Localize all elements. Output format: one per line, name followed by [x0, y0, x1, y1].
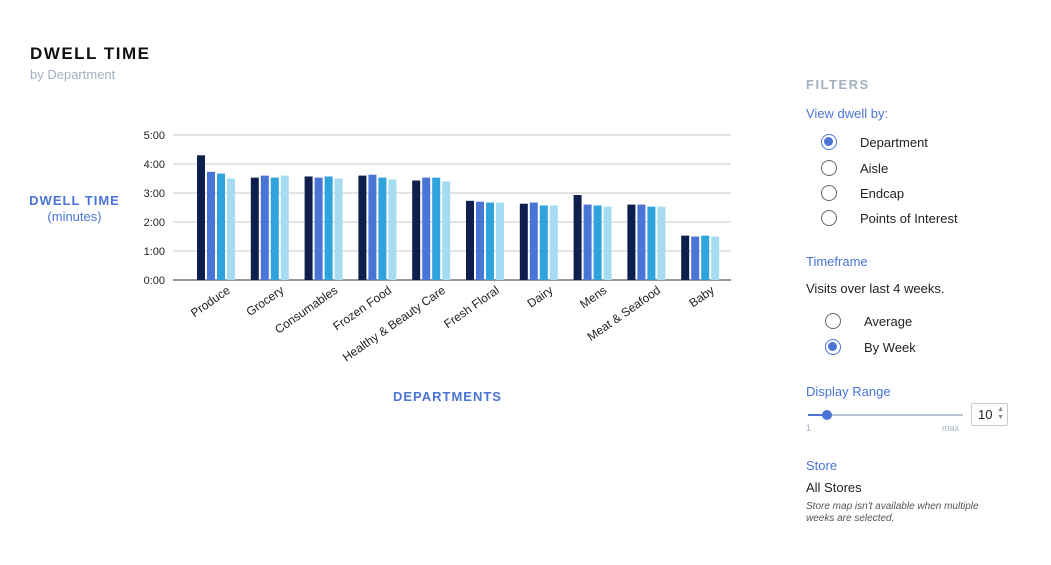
- bar: [422, 177, 431, 280]
- radio-points-of-interest[interactable]: [821, 210, 837, 226]
- bar: [432, 177, 441, 280]
- bar: [334, 178, 343, 280]
- view-option-aisle[interactable]: Aisle: [821, 160, 888, 176]
- radio-average[interactable]: [825, 313, 841, 329]
- bar: [442, 181, 451, 280]
- timeframe-option-label: Average: [864, 313, 913, 329]
- view-option-label: Points of Interest: [860, 210, 958, 226]
- bar: [486, 202, 494, 280]
- bar: [496, 202, 504, 280]
- view-option-department[interactable]: Department: [821, 134, 928, 150]
- x-tick-label: Produce: [188, 283, 233, 320]
- view-option-label: Endcap: [860, 185, 905, 201]
- y-tick-label: 1:00: [144, 246, 165, 258]
- y-tick-label: 5:00: [144, 130, 165, 142]
- bar: [324, 176, 333, 280]
- range-max-label: max: [942, 423, 960, 433]
- bar: [368, 174, 377, 280]
- view-option-label: Aisle: [860, 160, 889, 176]
- timeframe-option-average[interactable]: Average: [825, 313, 912, 329]
- bar: [314, 177, 323, 280]
- x-tick-label: Baby: [686, 283, 716, 310]
- timeframe-label: Timeframe: [806, 254, 868, 269]
- y-tick-label: 3:00: [144, 188, 165, 200]
- bar: [476, 201, 484, 280]
- view-option-points-of-interest[interactable]: Points of Interest: [821, 210, 958, 226]
- store-note: Store map isn't available when multiple …: [806, 501, 979, 524]
- bar: [711, 236, 720, 280]
- radio-department[interactable]: [821, 134, 837, 150]
- view-option-label: Department: [860, 134, 928, 150]
- radio-endcap[interactable]: [821, 185, 837, 201]
- display-range-label: Display Range: [806, 384, 891, 399]
- bar: [519, 203, 528, 280]
- stepper-value: 10: [978, 407, 993, 422]
- slider-fill: [808, 414, 827, 416]
- timeframe-option-by-week[interactable]: By Week: [825, 339, 916, 355]
- store-value: All Stores: [806, 480, 862, 495]
- x-tick-label: Dairy: [525, 283, 556, 311]
- bar: [681, 235, 690, 280]
- x-tick-label: Healthy & Beauty Care: [340, 283, 448, 365]
- bar: [637, 204, 646, 280]
- bar: [701, 235, 710, 280]
- radio-by-week[interactable]: [825, 339, 841, 355]
- x-tick-label: Mens: [577, 283, 609, 311]
- bar: [260, 175, 269, 280]
- store-label: Store: [806, 458, 838, 473]
- radio-aisle[interactable]: [821, 160, 837, 176]
- bar: [280, 175, 289, 280]
- bar: [691, 236, 700, 280]
- bar: [227, 178, 235, 280]
- bar: [549, 205, 558, 280]
- y-axis-unit: (minutes): [47, 209, 102, 224]
- bar: [378, 177, 387, 280]
- stepper-arrows-icon[interactable]: ▲ ▼: [997, 406, 1004, 421]
- bar: [539, 205, 548, 280]
- view-dwell-label: View dwell by:: [806, 106, 889, 121]
- bar: [358, 175, 367, 280]
- y-axis-label: DWELL TIME (minutes): [22, 193, 127, 224]
- bar: [529, 202, 538, 280]
- bar: [647, 206, 656, 280]
- display-range-slider[interactable]: [808, 410, 963, 420]
- view-option-endcap[interactable]: Endcap: [821, 185, 904, 201]
- y-tick-label: 4:00: [144, 159, 165, 171]
- timeframe-text: Visits over last 4 weeks.: [806, 281, 945, 296]
- bar: [207, 171, 215, 280]
- x-tick-label: Grocery: [244, 283, 287, 319]
- bar: [603, 206, 612, 280]
- bar: [583, 204, 592, 280]
- bar: [388, 179, 397, 280]
- bar: [412, 180, 421, 280]
- bar: [270, 177, 279, 280]
- bar: [217, 173, 225, 280]
- x-axis-label: DEPARTMENTS: [393, 389, 502, 404]
- bar: [466, 200, 474, 280]
- bar: [304, 176, 313, 280]
- y-tick-label: 0:00: [144, 275, 165, 287]
- page-title: DWELL TIME: [30, 44, 151, 63]
- y-axis-title: DWELL TIME: [29, 193, 120, 208]
- range-min-label: 1: [806, 423, 812, 433]
- filters-title: FILTERS: [806, 77, 870, 92]
- display-range-stepper[interactable]: 10 ▲ ▼: [971, 403, 1008, 426]
- bar: [657, 206, 666, 280]
- y-tick-label: 2:00: [144, 217, 165, 229]
- x-tick-label: Fresh Floral: [441, 283, 501, 331]
- timeframe-option-label: By Week: [864, 339, 916, 355]
- page-subtitle: by Department: [30, 67, 116, 82]
- bar: [250, 177, 259, 280]
- bar: [627, 204, 636, 280]
- bar: [593, 205, 602, 280]
- bar: [573, 195, 582, 280]
- bar: [197, 155, 205, 280]
- slider-thumb[interactable]: [821, 410, 832, 420]
